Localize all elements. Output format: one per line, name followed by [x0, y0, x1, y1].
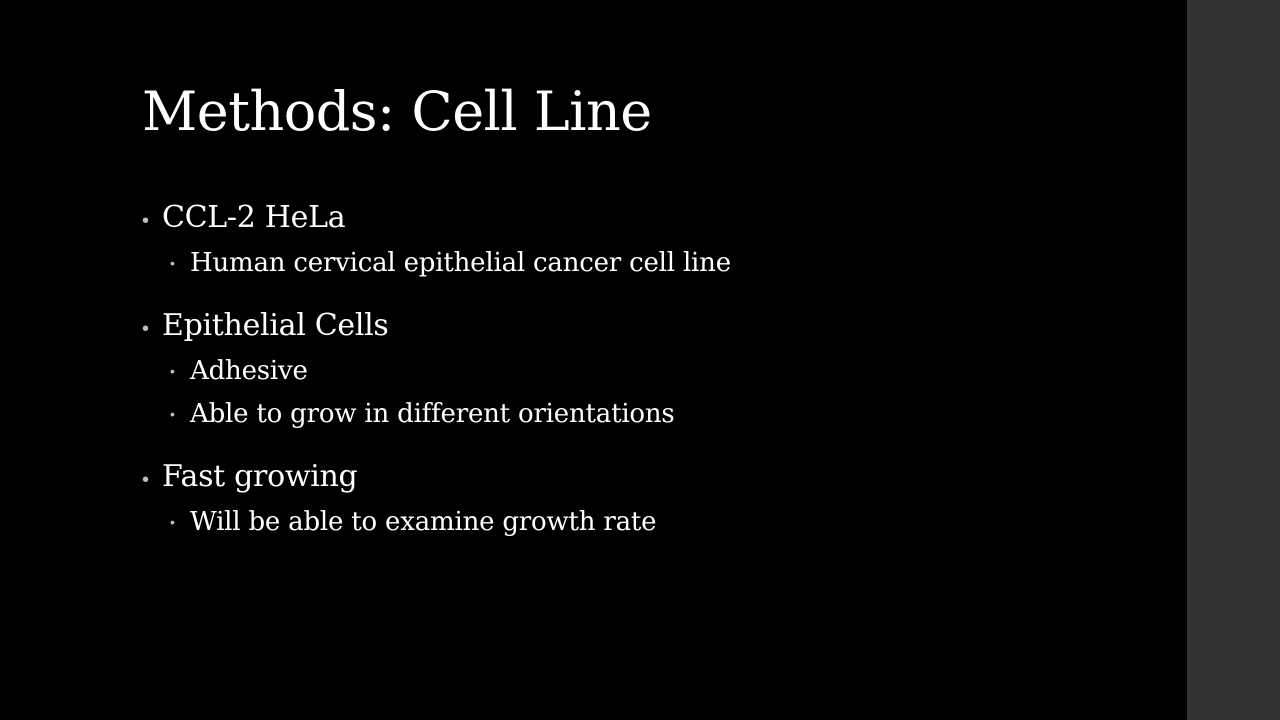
sub-bullet-text: Adhesive — [190, 356, 308, 386]
bullet-text: Epithelial Cells — [162, 308, 389, 343]
bullet-group: • Epithelial Cells • Adhesive • Able to … — [142, 302, 1142, 436]
sub-bullet-text: Will be able to examine growth rate — [190, 507, 657, 537]
slide: Methods: Cell Line • CCL-2 HeLa • Human … — [142, 80, 1142, 561]
sub-bullet-item: • Will be able to examine growth rate — [142, 501, 1142, 544]
side-panel — [1187, 0, 1280, 720]
bullet-icon: • — [142, 469, 149, 491]
sub-bullet-item: • Adhesive — [142, 350, 1142, 393]
bullet-item: • Epithelial Cells — [142, 302, 1142, 350]
sub-bullet-item: • Human cervical epithelial cancer cell … — [142, 242, 1142, 285]
bullet-group: • Fast growing • Will be able to examine… — [142, 453, 1142, 544]
sub-bullet-icon: • — [170, 406, 175, 422]
slide-body: • CCL-2 HeLa • Human cervical epithelial… — [142, 194, 1142, 561]
sub-bullet-text: Able to grow in different orientations — [190, 399, 675, 429]
bullet-text: CCL-2 HeLa — [162, 200, 346, 235]
sub-bullet-icon: • — [170, 255, 175, 271]
bullet-item: • Fast growing — [142, 453, 1142, 501]
bullet-text: Fast growing — [162, 459, 358, 494]
sub-bullet-item: • Able to grow in different orientations — [142, 393, 1142, 436]
bullet-icon: • — [142, 210, 149, 232]
sub-bullet-icon: • — [170, 363, 175, 379]
slide-title: Methods: Cell Line — [142, 80, 652, 143]
bullet-group: • CCL-2 HeLa • Human cervical epithelial… — [142, 194, 1142, 285]
bullet-icon: • — [142, 318, 149, 340]
bullet-item: • CCL-2 HeLa — [142, 194, 1142, 242]
sub-bullet-text: Human cervical epithelial cancer cell li… — [190, 248, 731, 278]
sub-bullet-icon: • — [170, 514, 175, 530]
